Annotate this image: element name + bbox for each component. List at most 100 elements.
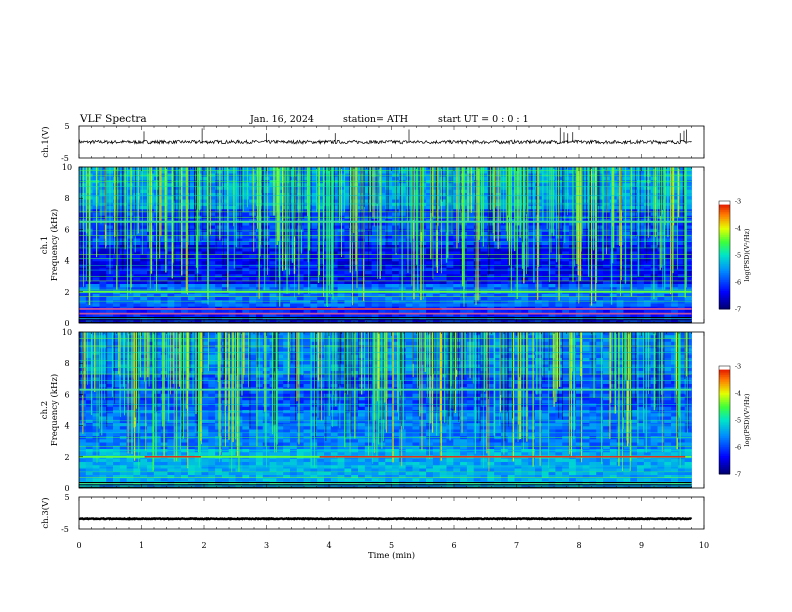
spec1-cell <box>262 267 270 272</box>
spec1-cell <box>228 235 236 239</box>
spec1-cell <box>507 303 515 308</box>
spec1-cell <box>262 293 270 298</box>
spec1-cell <box>106 310 114 314</box>
spec1-cell <box>630 232 638 236</box>
spec1-cell <box>201 241 209 246</box>
spec1-cell <box>358 267 366 272</box>
spec1-cell <box>364 280 373 285</box>
spec1-cell <box>167 280 175 285</box>
spec1-cell <box>317 235 325 239</box>
spec1-cell <box>664 261 672 265</box>
spec1-cell <box>562 180 570 184</box>
spec1-cell <box>385 241 393 246</box>
spec1-cell <box>405 284 413 288</box>
spec1-cell <box>439 248 447 252</box>
spec1-cell <box>242 319 250 324</box>
spec1-cell <box>541 251 549 256</box>
spec1-cell <box>235 251 243 256</box>
spec1-cell <box>344 183 352 187</box>
spec1-cell <box>371 280 379 285</box>
spec1-cell <box>684 196 692 200</box>
spec1-cell <box>358 264 366 269</box>
spec1-cell <box>385 202 393 207</box>
spec1-cell <box>630 300 638 304</box>
spec1-cell <box>439 202 447 207</box>
spec1-cell <box>194 189 202 194</box>
spec1-cell <box>412 280 420 285</box>
spec1-cell <box>140 167 148 171</box>
spec1-cell <box>446 248 454 252</box>
spec1-cell <box>242 202 250 207</box>
spec1-cell <box>534 293 543 298</box>
spec1-cell <box>310 222 318 226</box>
spec1-cell <box>147 280 155 285</box>
spec1-cell <box>289 199 298 204</box>
spec1-cell <box>255 313 264 317</box>
spec1-cell <box>208 251 216 256</box>
spec1-cell <box>562 280 570 285</box>
spec1-cell <box>208 241 216 246</box>
spec1-cell <box>147 212 155 217</box>
spec1-cell <box>575 170 584 174</box>
spec1-cell <box>534 303 543 308</box>
spec1-cell <box>439 241 447 246</box>
spec1-cell <box>575 271 584 275</box>
spec1-cell <box>528 258 536 262</box>
spec1-cell <box>140 186 148 191</box>
spec1-cell <box>385 248 393 252</box>
spec1-cell <box>528 300 536 304</box>
spec1-cell <box>562 287 570 291</box>
spec1-cell <box>562 251 570 256</box>
spec1-cell <box>378 245 386 249</box>
spec1-cell <box>140 287 148 291</box>
spec1-cell <box>684 300 692 304</box>
spec1-cell <box>371 212 379 217</box>
spec1-cell <box>215 180 223 184</box>
spec1-cell <box>147 232 155 236</box>
spec1-cell <box>426 310 434 314</box>
spec1-cell <box>289 245 298 249</box>
spec1-cell <box>378 186 386 191</box>
spec1-cell <box>378 248 386 252</box>
spec1-cell <box>147 254 155 259</box>
spec1-cell <box>113 297 121 301</box>
spec1-cell <box>208 287 216 291</box>
spec1-cell <box>317 206 325 210</box>
spec1-cell <box>589 254 597 259</box>
spec1-cell <box>385 189 393 194</box>
spec1-cell <box>194 238 202 243</box>
spec1-cell <box>405 258 413 262</box>
spec1-cell <box>330 277 339 282</box>
spec1-cell <box>255 319 264 324</box>
spec1-cell <box>92 319 100 324</box>
spec1-cell <box>215 183 223 187</box>
spec1-cell <box>684 167 692 171</box>
spec1-cell <box>242 280 250 285</box>
spec1-cell <box>582 241 590 246</box>
spec1-cell <box>289 232 298 236</box>
spec1-cell <box>228 264 236 269</box>
spec1-cell <box>194 284 202 288</box>
spec1-cell <box>378 264 386 269</box>
spec1-cell <box>235 167 243 171</box>
spec1-cell <box>439 287 447 291</box>
spec1-cell <box>521 245 529 249</box>
spec1-cell <box>160 235 168 239</box>
spec1-cell <box>521 202 529 207</box>
spec1-cell <box>310 235 318 239</box>
spec1-cell <box>589 225 597 230</box>
spec1-cell <box>405 238 413 243</box>
spec1-cell <box>446 254 454 259</box>
spec1-cell <box>262 271 270 275</box>
spec1-cell <box>385 297 393 301</box>
spec1-cell <box>630 170 638 174</box>
spec1-cell <box>371 248 379 252</box>
spec1-cell <box>153 287 162 291</box>
spec1-cell <box>657 319 665 324</box>
spec1-cell <box>446 310 454 314</box>
spec1-cell <box>385 222 393 226</box>
spec1-cell <box>255 303 264 308</box>
spec1-cell <box>358 235 366 239</box>
spec1-cell <box>147 202 155 207</box>
spec1-cell <box>596 297 604 301</box>
